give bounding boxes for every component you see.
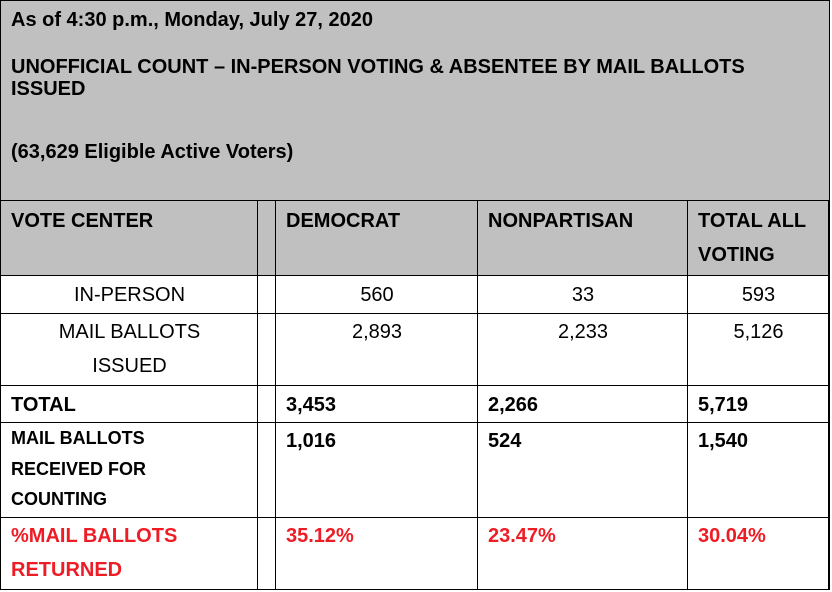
row-in-person-democrat-value: 560: [360, 284, 394, 306]
row-total-democrat-value: 3,453: [286, 394, 337, 416]
column-header-total-line2: VOTING: [698, 244, 775, 266]
row-in-person-total-value: 593: [741, 284, 776, 306]
row-received-label-line1: MAIL BALLOTS: [11, 428, 145, 448]
column-header-democrat: DEMOCRAT: [276, 201, 478, 276]
row-mail-issued-label-line1: MAIL BALLOTS: [58, 321, 201, 343]
row-total-total-value: 5,719: [698, 394, 749, 416]
row-returned-pct-nonpartisan-value: 23.47%: [488, 525, 556, 547]
row-returned-pct-total-value: 30.04%: [698, 525, 766, 547]
row-total-nonpartisan: 2,266: [478, 386, 688, 423]
row-mail-issued-total: 5,126: [688, 314, 829, 386]
row-received-total-value: 1,540: [698, 430, 749, 452]
row-total-total: 5,719: [688, 386, 829, 423]
report-header: As of 4:30 p.m., Monday, July 27, 2020 U…: [1, 1, 829, 201]
row-in-person-total: 593: [688, 276, 829, 314]
row-mail-issued-democrat: 2,893: [276, 314, 478, 386]
eligible-voters: (63,629 Eligible Active Voters): [11, 141, 294, 163]
row-returned-pct-label: %MAIL BALLOTS RETURNED: [1, 518, 258, 589]
spacer-cell: [258, 201, 276, 276]
spacer-cell: [258, 423, 276, 518]
row-returned-pct-nonpartisan: 23.47%: [478, 518, 688, 589]
spacer-cell: [258, 314, 276, 386]
row-total-label-text: TOTAL: [11, 394, 76, 416]
row-received-democrat-value: 1,016: [286, 430, 337, 452]
row-in-person-democrat: 560: [276, 276, 478, 314]
column-header-total: TOTAL ALL VOTING: [688, 201, 829, 276]
column-header-democrat-label: DEMOCRAT: [286, 210, 401, 232]
row-returned-pct-label-line1: %MAIL BALLOTS: [11, 525, 178, 547]
row-mail-issued-total-value: 5,126: [733, 321, 784, 343]
row-total-nonpartisan-value: 2,266: [488, 394, 539, 416]
row-received-nonpartisan-value: 524: [488, 430, 522, 452]
row-received-democrat: 1,016: [276, 423, 478, 518]
row-received-label-line3: COUNTING: [11, 489, 107, 509]
row-returned-pct-total: 30.04%: [688, 518, 829, 589]
row-received-label: MAIL BALLOTS RECEIVED FOR COUNTING: [1, 423, 258, 518]
spacer-cell: [258, 518, 276, 589]
row-returned-pct-democrat-value: 35.12%: [286, 525, 354, 547]
column-header-nonpartisan: NONPARTISAN: [478, 201, 688, 276]
row-mail-issued-nonpartisan: 2,233: [478, 314, 688, 386]
row-received-label-line2: RECEIVED FOR: [11, 459, 147, 479]
row-total-democrat: 3,453: [276, 386, 478, 423]
column-header-vote-center: VOTE CENTER: [1, 201, 258, 276]
column-header-total-line1: TOTAL ALL: [698, 210, 807, 232]
row-in-person-nonpartisan-value: 33: [571, 284, 595, 306]
row-mail-issued-democrat-value: 2,893: [351, 321, 403, 343]
row-mail-issued-label: MAIL BALLOTS ISSUED: [1, 314, 258, 386]
spacer-cell: [258, 276, 276, 314]
column-header-nonpartisan-label: NONPARTISAN: [488, 210, 634, 232]
row-in-person-nonpartisan: 33: [478, 276, 688, 314]
spacer-cell: [258, 386, 276, 423]
row-mail-issued-nonpartisan-value: 2,233: [557, 321, 609, 343]
row-in-person-label: IN-PERSON: [1, 276, 258, 314]
row-returned-pct-label-line2: RETURNED: [11, 559, 123, 581]
row-received-nonpartisan: 524: [478, 423, 688, 518]
row-returned-pct-democrat: 35.12%: [276, 518, 478, 589]
row-total-label: TOTAL: [1, 386, 258, 423]
row-mail-issued-label-line2: ISSUED: [92, 355, 167, 377]
row-received-total: 1,540: [688, 423, 829, 518]
row-in-person-label-text: IN-PERSON: [73, 284, 186, 306]
report-date: As of 4:30 p.m., Monday, July 27, 2020: [11, 9, 373, 31]
report-title: UNOFFICIAL COUNT – IN-PERSON VOTING & AB…: [11, 56, 745, 100]
column-header-vote-center-label: VOTE CENTER: [11, 210, 154, 232]
